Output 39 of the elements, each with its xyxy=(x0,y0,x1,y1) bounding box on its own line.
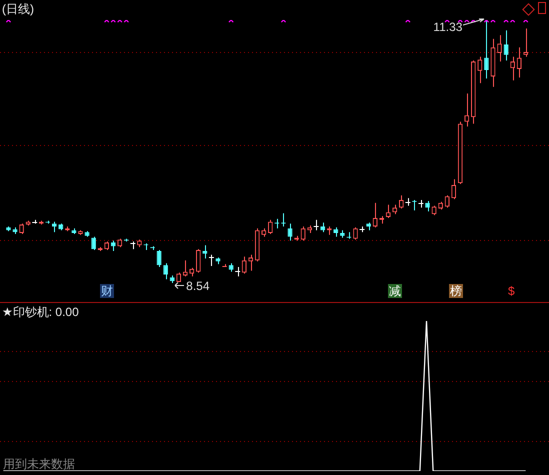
candlestick xyxy=(392,204,398,215)
candlestick xyxy=(497,34,502,62)
candlestick xyxy=(234,266,241,277)
candlestick xyxy=(451,178,456,200)
text: 财 xyxy=(100,284,114,298)
candlestick xyxy=(156,250,162,268)
candlestick xyxy=(288,223,292,242)
annotation: 用到未来数据 xyxy=(2,457,76,471)
candlestick xyxy=(248,254,254,272)
candlestick xyxy=(182,260,188,277)
candlestick xyxy=(478,56,482,84)
text: $ xyxy=(507,284,516,298)
text: 榜 xyxy=(449,284,463,298)
chart-title: ★印钞机: 0.00 xyxy=(2,304,79,321)
chart-title: (日线) xyxy=(2,1,34,18)
candlestick xyxy=(268,219,273,234)
candlestick xyxy=(300,226,306,242)
candlestick xyxy=(202,244,208,259)
candlestick xyxy=(163,262,168,280)
candlestick xyxy=(208,254,214,267)
candlestick xyxy=(425,200,430,212)
candlestick xyxy=(19,223,24,234)
candlestick xyxy=(464,93,470,128)
candlestick xyxy=(196,248,201,274)
candlestick xyxy=(523,28,528,58)
candlestick xyxy=(91,236,96,251)
candlestick xyxy=(242,256,247,274)
candlestick xyxy=(504,30,508,62)
annotation: 11.33 xyxy=(432,20,462,34)
candlestick xyxy=(444,194,450,208)
candlestick xyxy=(52,221,57,233)
text: 减 xyxy=(388,284,402,298)
candlestick xyxy=(372,202,378,228)
candlestick xyxy=(516,46,522,78)
candlestick xyxy=(353,226,358,240)
candlestick xyxy=(510,56,515,81)
annotation: 8.54 xyxy=(186,279,210,293)
candlestick xyxy=(432,205,436,216)
candlestick xyxy=(313,219,320,231)
